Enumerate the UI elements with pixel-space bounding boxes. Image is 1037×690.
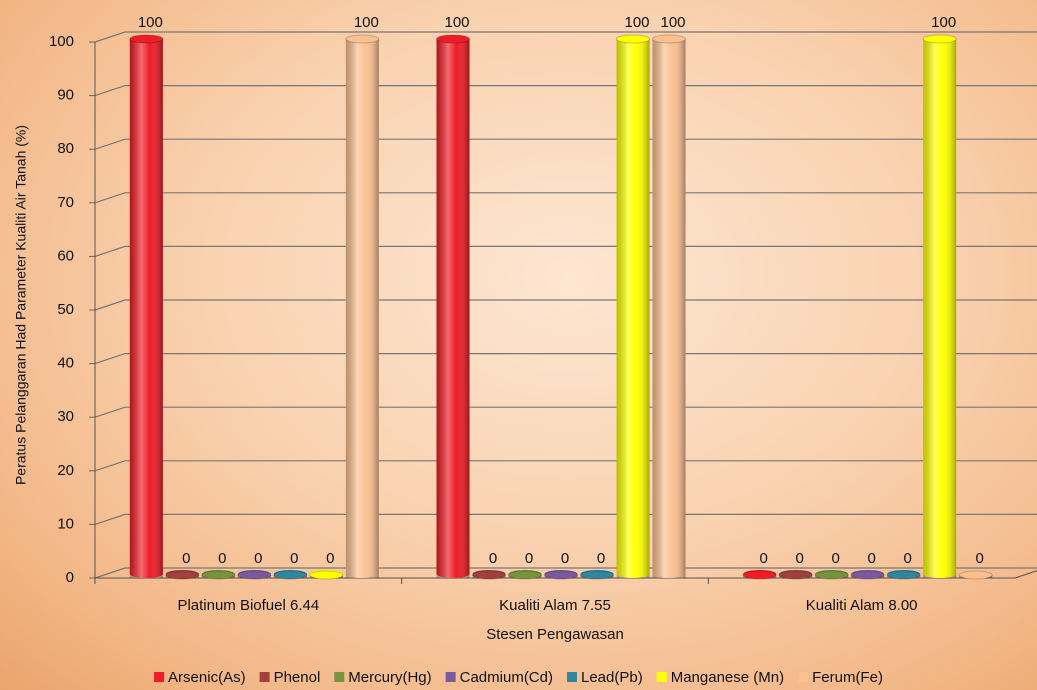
- value-label: 0: [489, 550, 497, 567]
- value-label: 0: [218, 550, 226, 567]
- grid-line: [94, 299, 1037, 311]
- bar-top: [508, 570, 542, 580]
- value-label: 0: [795, 550, 803, 567]
- legend-label: Mercury(Hg): [348, 669, 431, 686]
- y-tick-label: 0: [66, 569, 74, 586]
- bar-top: [742, 570, 777, 580]
- legend-label: Cadmium(Cd): [460, 669, 553, 686]
- legend-swatch: [334, 672, 345, 682]
- value-label: 100: [354, 14, 379, 31]
- value-label: 0: [326, 550, 334, 567]
- legend: Arsenic(As) Phenol Mercury(Hg) Cadmium(Cd) L…: [154, 669, 883, 686]
- bar-top: [580, 570, 614, 580]
- value-label: 100: [138, 14, 163, 31]
- y-tick-label: 60: [57, 247, 74, 264]
- bar-top: [850, 570, 885, 580]
- bar-top: [922, 34, 957, 44]
- grid-line: [94, 31, 1037, 43]
- grid-line: [94, 406, 1037, 418]
- grid-line: [94, 353, 1037, 365]
- legend-swatch: [259, 672, 270, 682]
- value-label: 0: [182, 550, 190, 567]
- value-label: 0: [290, 550, 298, 567]
- y-axis-label: Peratus Pelanggaran Had Parameter Kualit…: [13, 125, 29, 485]
- y-tick-label: 10: [57, 515, 74, 532]
- bar-shade: [436, 39, 470, 578]
- y-tick-label: 20: [57, 462, 74, 479]
- bar-top: [814, 570, 849, 580]
- value-label: 0: [759, 550, 767, 567]
- y-tick-label: 100: [49, 33, 74, 50]
- bar-top: [273, 570, 308, 580]
- y-tick-label: 80: [57, 140, 74, 157]
- legend-label: Manganese (Mn): [671, 669, 784, 686]
- grid-line: [94, 567, 1037, 579]
- grid-line: [94, 138, 1037, 150]
- legend-label: Ferum(Fe): [812, 669, 883, 686]
- grid-line: [94, 245, 1037, 257]
- bar-top: [652, 34, 686, 44]
- legend-label: Arsenic(As): [168, 669, 246, 686]
- y-tick-label: 70: [57, 194, 74, 211]
- value-label: 0: [525, 550, 533, 567]
- legend-swatch: [656, 672, 667, 682]
- x-axis-label: Stesen Pengawasan: [486, 626, 624, 643]
- grid-line: [94, 192, 1037, 204]
- x-tick-label: Kualiti Alam 7.55: [499, 597, 611, 614]
- legend-label: Phenol: [274, 669, 321, 686]
- grid-line: [94, 460, 1037, 472]
- value-label: 0: [867, 550, 875, 567]
- grid-line: [94, 84, 1037, 97]
- value-label: 100: [444, 14, 469, 31]
- bar-top: [436, 34, 470, 44]
- bar-top: [345, 34, 380, 44]
- legend-swatch: [798, 672, 809, 682]
- bar-shade: [923, 39, 957, 578]
- y-tick-label: 30: [57, 408, 74, 425]
- legend-swatch: [566, 672, 577, 682]
- bar-top: [472, 570, 506, 580]
- bar-top: [309, 570, 344, 580]
- value-label: 0: [597, 550, 605, 567]
- grid-line: [94, 513, 1037, 525]
- bar-top: [886, 570, 921, 580]
- legend-label: Lead(Pb): [581, 669, 643, 686]
- bar-top: [778, 570, 813, 580]
- value-label: 0: [975, 550, 983, 567]
- bar-shade: [616, 39, 650, 578]
- x-tick-label: Kualiti Alam 8.00: [806, 597, 918, 614]
- value-label: 0: [254, 550, 262, 567]
- x-axis-depth: [1014, 570, 1037, 579]
- bar-top: [237, 570, 272, 580]
- x-tick-label: Platinum Biofuel 6.44: [177, 597, 319, 614]
- y-tick-label: 90: [57, 87, 74, 104]
- bar-shade: [345, 39, 379, 578]
- value-label: 100: [931, 14, 956, 31]
- value-label: 0: [561, 550, 569, 567]
- bar-top: [544, 570, 578, 580]
- value-label: 100: [660, 14, 685, 31]
- value-label: 0: [903, 550, 911, 567]
- legend-swatch: [445, 672, 456, 682]
- legend-swatch: [154, 672, 165, 682]
- bar-top: [958, 570, 993, 580]
- bar-top: [616, 34, 650, 44]
- value-label: 100: [624, 14, 649, 31]
- y-tick-label: 50: [57, 301, 74, 318]
- bar-shade: [129, 39, 163, 578]
- value-label: 0: [831, 550, 839, 567]
- bar-top: [165, 570, 200, 580]
- bar-top: [129, 34, 164, 44]
- bar-top: [201, 570, 236, 580]
- y-tick-label: 40: [57, 355, 74, 372]
- bar-shade: [652, 39, 686, 578]
